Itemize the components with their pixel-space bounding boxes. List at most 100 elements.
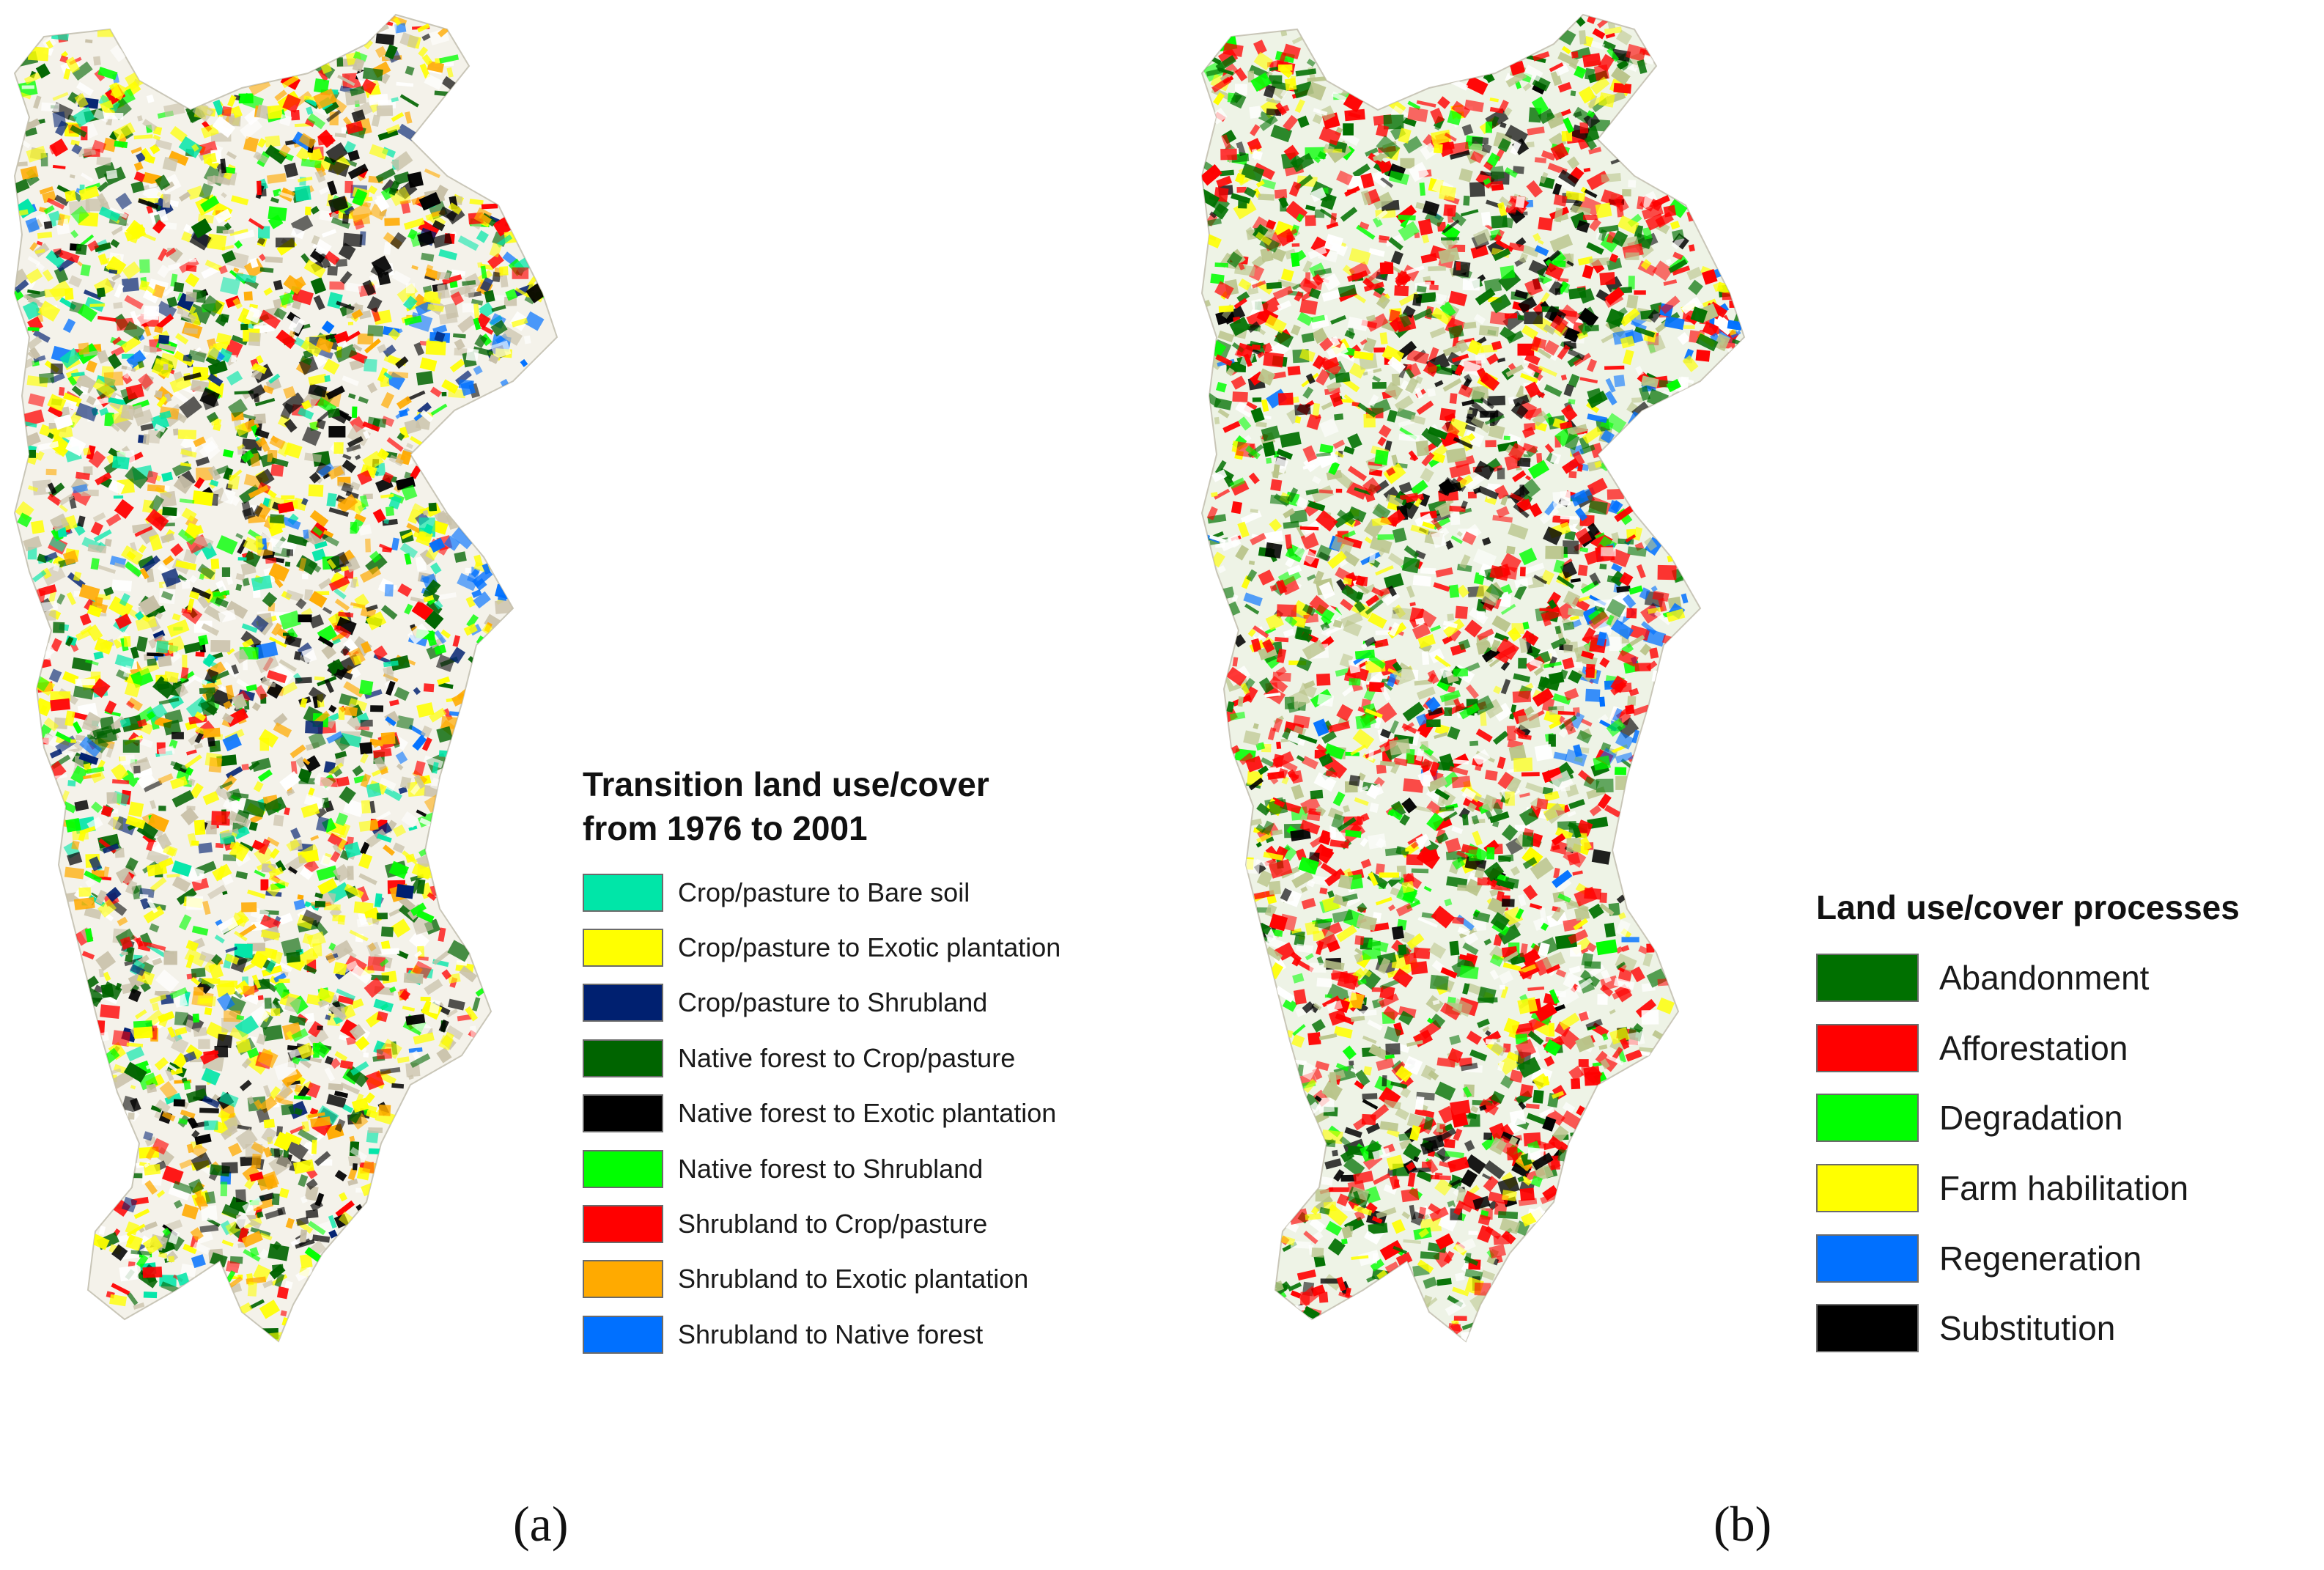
transition-patch [17, 161, 28, 167]
transition-patch [351, 406, 358, 419]
transition-patch [375, 168, 396, 183]
transition-patch [164, 393, 172, 402]
transition-patch [366, 1129, 379, 1143]
transition-patch [298, 614, 312, 622]
transition-patch [405, 1062, 421, 1077]
transition-patch [51, 363, 63, 375]
transition-patch [186, 749, 197, 756]
process-patch [1503, 435, 1510, 441]
process-patch [1499, 265, 1516, 280]
transition-patch [70, 139, 80, 147]
transition-patch [193, 987, 204, 996]
transition-patch [268, 636, 287, 648]
process-patch [1621, 937, 1639, 943]
transition-patch [305, 118, 316, 128]
transition-patch [317, 134, 333, 146]
transition-patch [237, 1124, 252, 1131]
transition-patch [452, 333, 466, 339]
process-patch [1568, 399, 1576, 405]
transition-patch [241, 413, 257, 421]
process-patch [1405, 847, 1414, 852]
transition-patch [191, 1129, 200, 1139]
transition-patch [423, 290, 442, 304]
transition-patch [94, 70, 106, 81]
transition-patch [166, 296, 178, 308]
transition-patch [377, 913, 388, 920]
transition-patch [168, 150, 189, 166]
transition-patch [274, 1272, 285, 1288]
transition-patch [181, 1204, 199, 1220]
transition-patch [313, 1041, 331, 1058]
transition-patch [162, 194, 171, 208]
land-process-map-b [1200, 13, 1746, 1343]
process-patch [1549, 1022, 1555, 1037]
transition-patch [501, 326, 523, 346]
transition-patch [503, 296, 517, 306]
transition-patch [457, 572, 479, 591]
transition-patch [240, 323, 248, 331]
transition-patch [408, 930, 430, 951]
transition-patch [415, 300, 435, 316]
transition-patch [270, 950, 283, 965]
transition-patch [295, 1217, 309, 1226]
transition-patch [465, 1006, 479, 1022]
transition-patch [189, 259, 196, 262]
transition-patch [168, 262, 182, 271]
transition-patch [263, 1118, 276, 1129]
transition-patch [324, 1067, 336, 1082]
transition-patch [235, 533, 243, 539]
transition-patch [380, 73, 391, 84]
transition-patch [104, 412, 114, 427]
transition-patch [429, 707, 447, 723]
process-patch [1505, 545, 1516, 555]
transition-patch [138, 544, 147, 553]
transition-patch [323, 101, 339, 114]
transition-patch [211, 811, 231, 826]
transition-patch [330, 211, 340, 221]
transition-patch [59, 504, 68, 513]
transition-patch [235, 1189, 246, 1203]
transition-patch [334, 1170, 347, 1182]
transition-patch [396, 950, 409, 959]
transition-patch [152, 134, 161, 141]
process-patch [1455, 605, 1468, 619]
transition-patch [52, 92, 69, 101]
process-patch [1524, 312, 1543, 325]
transition-patch [473, 365, 483, 375]
transition-patch [222, 891, 228, 896]
transition-patch [239, 117, 263, 139]
transition-patch [382, 547, 392, 553]
transition-patch [462, 280, 476, 287]
transition-patch [357, 333, 374, 345]
transition-patch [402, 1006, 416, 1011]
transition-patch [300, 1195, 308, 1204]
transition-patch [368, 185, 377, 195]
transition-patch [333, 962, 347, 976]
transition-patch [358, 679, 374, 696]
transition-patch [150, 877, 167, 892]
transition-patch [394, 687, 410, 701]
transition-patch [133, 765, 141, 774]
transition-patch [351, 309, 364, 320]
transition-patch [278, 610, 301, 630]
transition-patch [366, 941, 382, 958]
map-panel-a [0, 0, 601, 1393]
transition-patch [204, 1120, 218, 1130]
transition-patch [323, 904, 341, 911]
transition-patch [162, 181, 175, 191]
transition-patch [139, 526, 159, 545]
transition-patch [103, 371, 124, 387]
transition-patch [311, 1139, 317, 1154]
transition-patch [41, 102, 60, 112]
transition-patch [158, 334, 170, 344]
process-patch [1579, 122, 1589, 134]
land-transition-map-a [13, 13, 558, 1343]
transition-patch [337, 498, 356, 511]
transition-patch [411, 265, 418, 270]
transition-patch [342, 213, 350, 224]
process-patch [1518, 657, 1527, 669]
transition-patch [335, 812, 348, 827]
transition-patch [308, 484, 324, 497]
transition-patch [103, 971, 111, 981]
transition-patch [403, 218, 425, 230]
